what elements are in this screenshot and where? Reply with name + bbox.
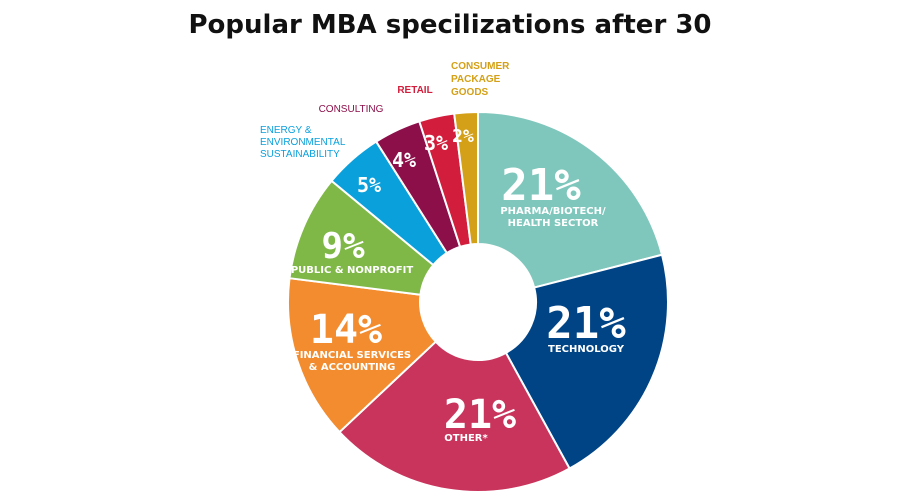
slice-category-label: CONSULTING — [319, 104, 384, 115]
slice-category-label: ENERGY & — [260, 125, 312, 136]
slice-value-label: 21% — [546, 298, 626, 349]
slice-value-label: 2% — [452, 126, 474, 147]
slice-8 — [453, 110, 479, 246]
slice-value-label: 4% — [392, 148, 416, 172]
slice-category-label: PHARMA/BIOTECH/ — [500, 206, 606, 217]
slice-category-label: TECHNOLOGY — [548, 344, 625, 355]
slice-category-label: OTHER* — [444, 433, 488, 444]
slice-category-label: PUBLIC & NONPROFIT — [291, 265, 414, 276]
slice-category-label: RETAIL — [397, 85, 432, 96]
slice-0 — [477, 110, 664, 289]
slice-3 — [287, 277, 438, 434]
slice-value-label: 14% — [310, 307, 382, 353]
slice-category-label: SUSTAINABILITY — [260, 149, 340, 160]
slice-category-label: & ACCOUNTING — [309, 362, 396, 373]
slice-value-label: 5% — [357, 173, 381, 197]
slice-1 — [504, 253, 669, 470]
slice-value-label: 9% — [321, 226, 365, 267]
slice-value-label: 21% — [444, 392, 516, 438]
slice-category-label: FINANCIAL SERVICES — [293, 350, 411, 361]
chart-title: Popular MBA specilizations after 30 — [188, 10, 712, 40]
slice-value-label: 21% — [501, 160, 581, 211]
slice-category-label: ENVIRONMENTAL — [260, 137, 346, 148]
slice-category-label: CONSUMER — [451, 61, 510, 72]
slice-category-label: HEALTH SECTOR — [508, 218, 599, 229]
slice-category-label: PACKAGE — [451, 74, 501, 85]
slice-category-label: GOODS — [451, 87, 489, 98]
slice-value-label: 3% — [424, 131, 448, 155]
